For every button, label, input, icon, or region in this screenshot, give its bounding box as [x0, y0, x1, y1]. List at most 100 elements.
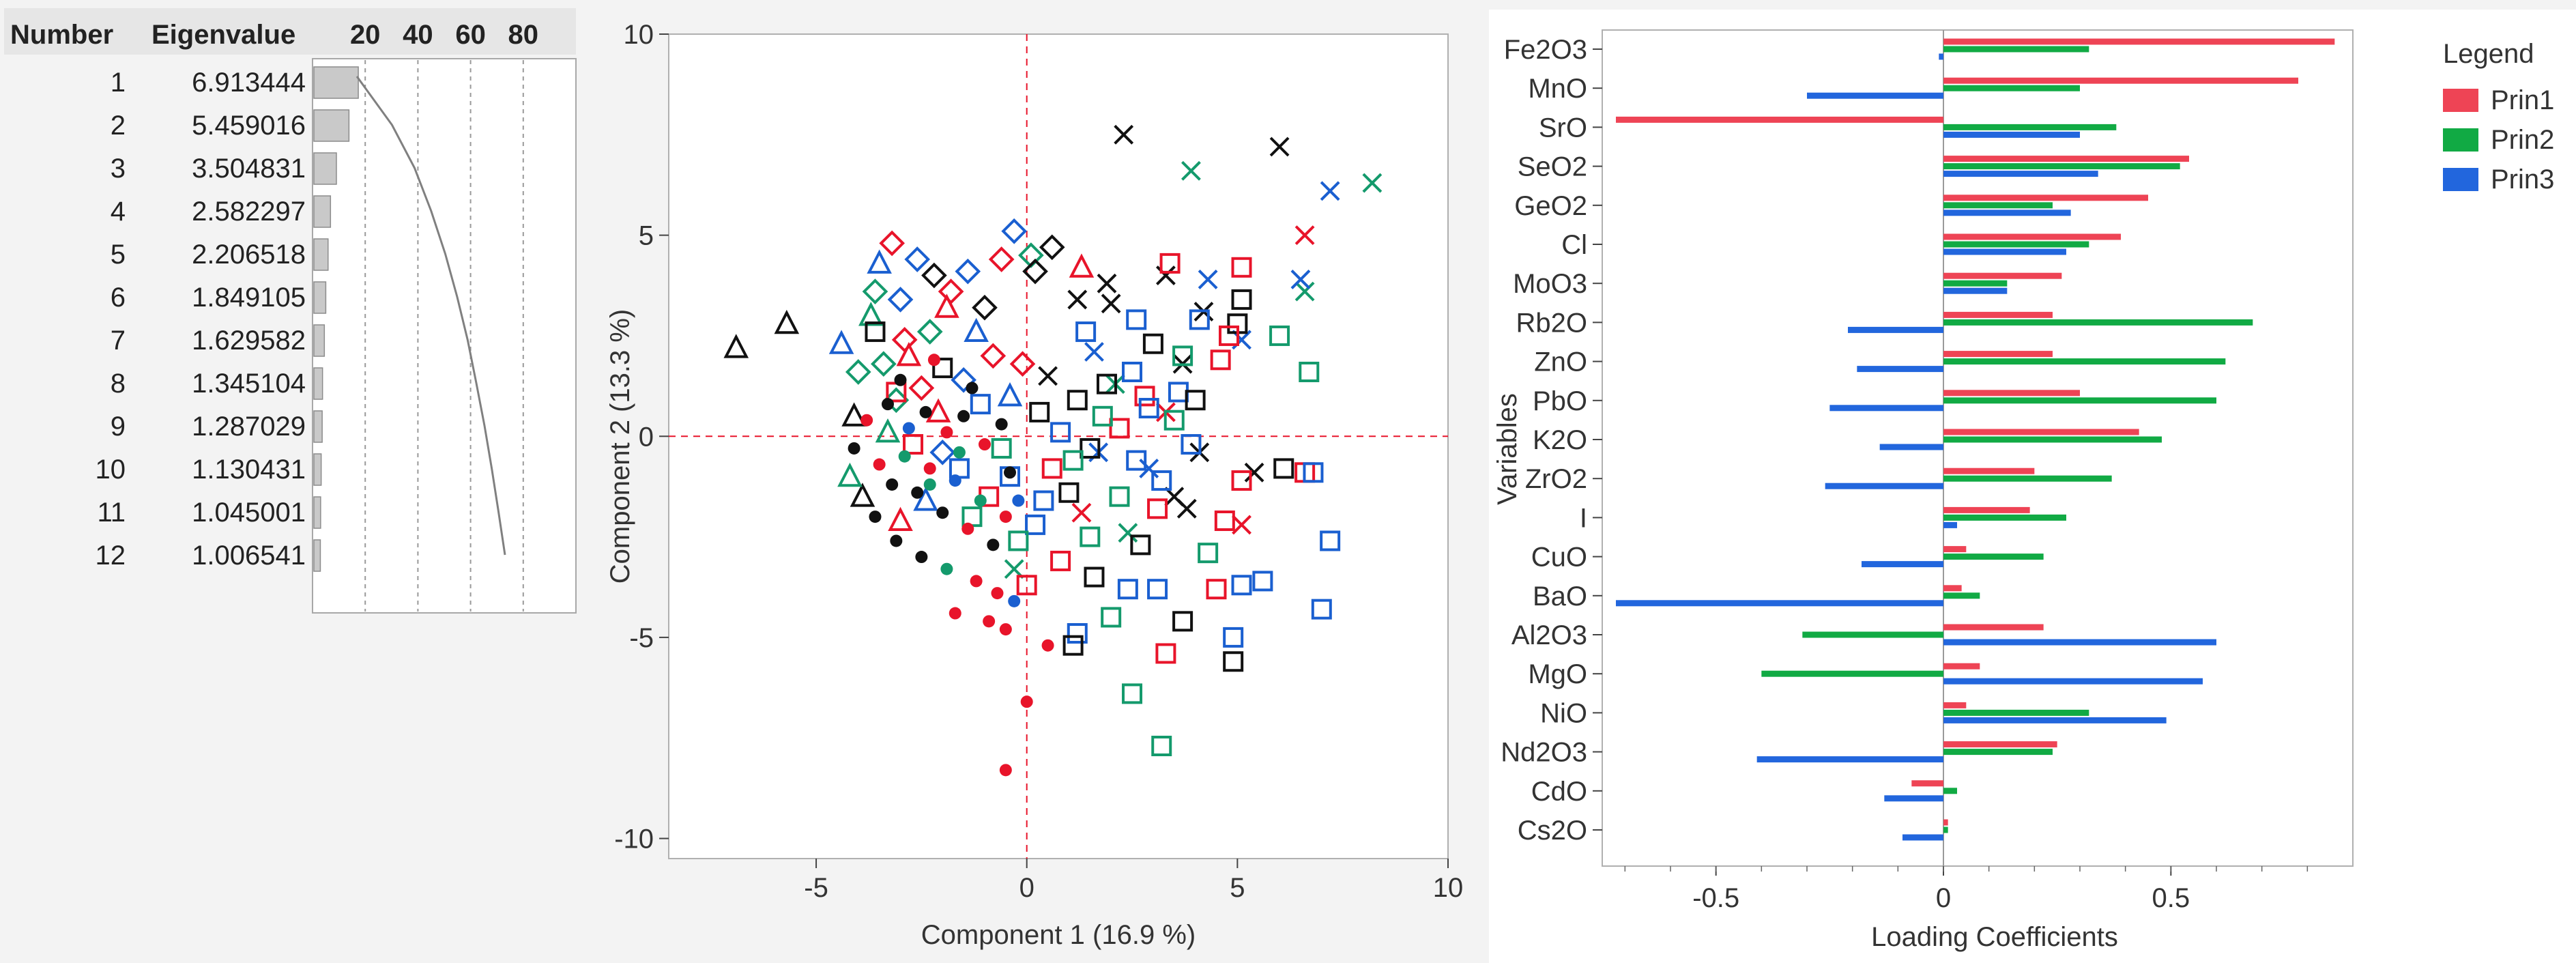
score-point-square[interactable] — [1181, 434, 1202, 455]
score-point-square[interactable] — [932, 358, 953, 379]
score-point-square[interactable] — [1223, 651, 1244, 672]
score-point-diamond[interactable] — [988, 246, 1015, 272]
score-point-dot[interactable] — [953, 446, 966, 459]
score-point-diamond[interactable] — [862, 278, 888, 304]
score-point-square[interactable] — [1311, 599, 1332, 620]
score-point-dot[interactable] — [873, 458, 886, 471]
score-point-square[interactable] — [1185, 390, 1206, 411]
score-point-triangle[interactable] — [913, 487, 938, 511]
score-point-square[interactable] — [1151, 470, 1172, 491]
loading-bar-prin1[interactable] — [1943, 390, 2080, 397]
score-point-square[interactable] — [970, 394, 991, 415]
score-point-diamond[interactable] — [921, 262, 947, 289]
loading-bar-prin1[interactable] — [1943, 233, 2121, 240]
score-point-x[interactable] — [1269, 136, 1290, 157]
score-point-x[interactable] — [1139, 458, 1159, 478]
score-point-dot[interactable] — [881, 398, 894, 411]
loading-bar-prin1[interactable] — [1943, 195, 2148, 201]
score-point-triangle[interactable] — [925, 398, 951, 422]
score-point-triangle[interactable] — [723, 334, 749, 358]
score-point-square[interactable] — [1084, 566, 1105, 588]
score-point-x[interactable] — [1320, 181, 1340, 201]
score-point-square[interactable] — [1033, 490, 1054, 511]
score-point-square[interactable] — [1109, 418, 1130, 439]
score-point-diamond[interactable] — [904, 246, 931, 272]
score-point-dot[interactable] — [999, 764, 1012, 777]
score-point-dot[interactable] — [860, 414, 873, 427]
score-plot-frame[interactable] — [668, 33, 1449, 859]
score-point-diamond[interactable] — [908, 375, 935, 401]
score-point-square[interactable] — [1050, 550, 1071, 571]
score-point-dot[interactable] — [919, 405, 932, 418]
score-point-square[interactable] — [1134, 386, 1155, 407]
score-point-diamond[interactable] — [883, 387, 910, 414]
score-point-square[interactable] — [1062, 450, 1084, 471]
score-point-dot[interactable] — [1004, 466, 1017, 479]
score-point-square[interactable] — [1126, 309, 1147, 330]
loading-bar-prin2[interactable] — [1802, 631, 1943, 638]
score-point-triangle[interactable] — [828, 330, 854, 354]
loading-bar-prin1[interactable] — [1943, 624, 2044, 631]
loading-bar-prin3[interactable] — [1943, 131, 2080, 138]
score-point-diamond[interactable] — [929, 440, 956, 465]
score-point-dot[interactable] — [923, 462, 936, 475]
score-point-dot[interactable] — [911, 486, 924, 499]
loading-bar-prin3[interactable] — [1943, 678, 2203, 685]
score-point-diamond[interactable] — [870, 351, 897, 377]
loading-bar-prin3[interactable] — [1884, 795, 1943, 802]
score-point-square[interactable] — [991, 437, 1012, 459]
score-point-square[interactable] — [1122, 361, 1143, 382]
loading-bar-prin3[interactable] — [1862, 561, 1943, 568]
score-point-dot[interactable] — [848, 442, 860, 455]
loading-bar-prin1[interactable] — [1943, 741, 2057, 748]
loading-bar-prin3[interactable] — [1943, 171, 2098, 177]
loading-bar-prin1[interactable] — [1943, 38, 2335, 45]
score-point-square[interactable] — [1101, 607, 1122, 628]
score-point-diamond[interactable] — [1022, 258, 1048, 285]
score-point-square[interactable] — [1219, 325, 1240, 346]
score-point-dot[interactable] — [894, 373, 907, 386]
loading-bar-prin3[interactable] — [1807, 92, 1943, 99]
score-point-dot[interactable] — [886, 478, 899, 491]
score-point-x[interactable] — [1067, 289, 1088, 310]
loading-bar-prin3[interactable] — [1756, 756, 1943, 763]
score-point-dot[interactable] — [1008, 594, 1021, 607]
loading-bar-prin2[interactable] — [1761, 670, 1943, 677]
loading-bar-prin1[interactable] — [1943, 585, 1962, 592]
score-point-dot[interactable] — [915, 551, 928, 564]
score-point-square[interactable] — [1016, 575, 1037, 596]
score-point-square[interactable] — [1096, 373, 1117, 394]
loading-bar-prin1[interactable] — [1943, 156, 2189, 162]
score-point-diamond[interactable] — [980, 343, 1007, 369]
number-column-header[interactable]: Number — [10, 20, 113, 50]
score-point-square[interactable] — [1025, 514, 1046, 535]
loading-bar-prin2[interactable] — [1943, 475, 2112, 482]
score-point-square[interactable] — [1198, 543, 1219, 564]
score-point-x[interactable] — [1118, 523, 1138, 543]
score-point-x[interactable] — [1244, 462, 1264, 483]
score-point-x[interactable] — [1232, 515, 1251, 535]
score-point-square[interactable] — [1172, 345, 1193, 366]
loading-bar-prin3[interactable] — [1943, 521, 1957, 528]
loading-bar-prin2[interactable] — [1943, 46, 2089, 53]
score-point-dot[interactable] — [902, 422, 915, 435]
score-point-x[interactable] — [1362, 173, 1383, 193]
score-point-square[interactable] — [1159, 253, 1181, 274]
score-point-dot[interactable] — [961, 522, 974, 535]
score-point-diamond[interactable] — [845, 359, 871, 385]
score-point-square[interactable] — [1231, 289, 1252, 310]
score-point-square[interactable] — [1058, 482, 1080, 503]
eigenvalue-column-header[interactable]: Eigenvalue — [151, 20, 295, 50]
loading-bar-prin3[interactable] — [1848, 326, 1943, 333]
loading-bar-prin1[interactable] — [1943, 546, 1967, 553]
score-point-diamond[interactable] — [887, 287, 914, 313]
loading-bar-prin2[interactable] — [1943, 592, 1980, 599]
loading-bar-prin2[interactable] — [1943, 163, 2180, 170]
loading-bar-prin1[interactable] — [1943, 272, 2062, 279]
score-point-square[interactable] — [1231, 575, 1252, 596]
score-point-x[interactable] — [1038, 366, 1058, 386]
score-point-square[interactable] — [1122, 683, 1143, 704]
score-point-triangle[interactable] — [841, 402, 867, 427]
score-point-square[interactable] — [903, 434, 924, 455]
loading-bar-prin2[interactable] — [1943, 788, 1957, 794]
